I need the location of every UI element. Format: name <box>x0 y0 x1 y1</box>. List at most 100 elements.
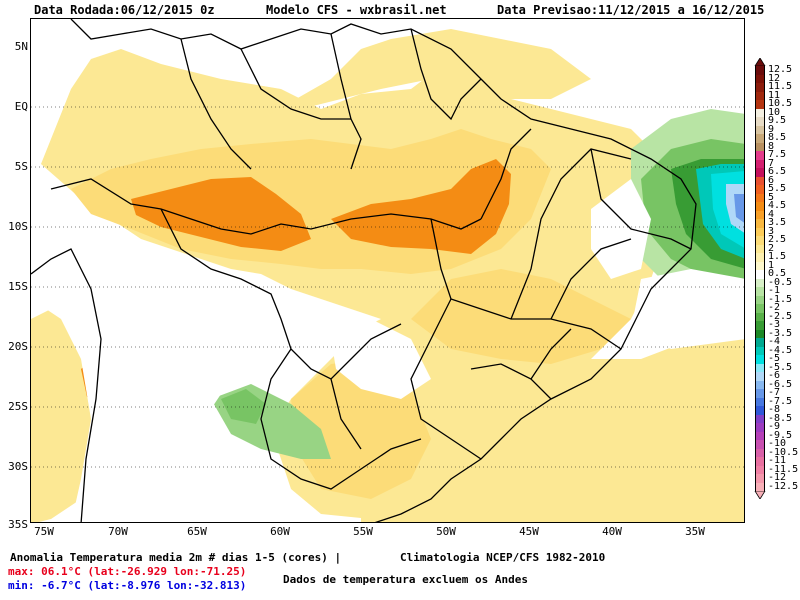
legend-label: 12 <box>768 72 781 84</box>
legend-swatch <box>755 202 765 211</box>
legend-label: -4 <box>768 336 781 347</box>
lon-tick-50w: 50W <box>436 525 456 538</box>
anomaly-warm-3 <box>131 177 311 251</box>
legend-swatch <box>755 117 765 126</box>
lat-tick-10s: 10S <box>8 220 28 233</box>
near-zero-south <box>331 319 431 399</box>
legend-label: -10 <box>768 438 787 449</box>
legend-label: -5.5 <box>768 361 793 373</box>
map-area <box>30 18 745 523</box>
map-svg <box>31 19 744 522</box>
legend-swatch <box>755 448 765 458</box>
lat-tick-25s: 25S <box>8 400 28 413</box>
legend-swatch <box>755 91 765 101</box>
anomaly-warm-2b <box>411 269 631 364</box>
legend-label: 6 <box>768 174 775 186</box>
footer-note: Dados de temperatura excluem os Andes <box>283 573 529 586</box>
anomaly-warm-1c <box>361 319 744 522</box>
run-date-label: Data Rodada:06/12/2015 0z <box>34 3 215 17</box>
footer-title: Anomalia Temperatura media 2m # dias 1-5… <box>10 551 342 564</box>
legend-swatch <box>755 159 765 169</box>
legend-label: -9.5 <box>768 429 793 441</box>
near-zero-andes <box>31 199 231 522</box>
legend-label: -0.5 <box>768 276 793 288</box>
legend-label: 8.5 <box>768 132 787 143</box>
legend-swatch <box>755 185 765 194</box>
legend-label: -5 <box>768 353 781 364</box>
legend-label: 1.5 <box>768 251 787 262</box>
legend-swatch <box>755 431 765 441</box>
lat-tick-15s: 15S <box>8 280 28 293</box>
lon-tick-55w: 55W <box>353 525 373 538</box>
legend-label: 3.5 <box>768 217 787 228</box>
legend-arrow-top <box>754 58 766 66</box>
legend-label: -11.5 <box>768 463 799 475</box>
lon-tick-35w: 35W <box>685 525 705 538</box>
legend-swatch <box>755 329 765 339</box>
boundaries <box>31 19 697 522</box>
legend-swatch <box>755 151 765 160</box>
footer-climatology: Climatologia NCEP/CFS 1982-2010 <box>400 551 606 564</box>
legend-label: 0.5 <box>768 268 787 279</box>
legend-swatch <box>755 372 765 381</box>
lon-tick-45w: 45W <box>519 525 539 538</box>
legend-swatch <box>755 176 765 186</box>
legend-label: -1 <box>768 285 781 296</box>
legend-swatch <box>755 168 765 177</box>
near-zero-atl <box>631 269 744 349</box>
lon-tick-40w: 40W <box>602 525 622 538</box>
legend-label: 11.5 <box>768 81 793 92</box>
lat-tick-20s: 20S <box>8 340 28 353</box>
lat-tick-5n: 5N <box>14 40 28 53</box>
forecast-date-label: Data Previsao:11/12/2015 a 16/12/2015 <box>497 3 765 17</box>
anomaly-cold-1b <box>221 389 266 424</box>
legend-label: 2.5 <box>768 234 787 245</box>
legend-swatch <box>755 253 765 262</box>
model-label: Modelo CFS - wxbrasil.net <box>266 3 447 17</box>
anomaly-warm-1b <box>261 29 591 119</box>
legend-swatch <box>755 363 765 373</box>
legend-label: -2 <box>768 302 781 313</box>
legend-label: -6 <box>768 370 781 381</box>
legend-swatch <box>755 236 765 245</box>
legend-swatch <box>755 423 765 432</box>
legend-label: -2.5 <box>768 310 793 322</box>
legend-swatch <box>755 338 765 347</box>
legend-swatch <box>755 66 765 75</box>
legend-swatch <box>755 321 765 330</box>
legend-label: -12.5 <box>768 480 799 492</box>
max-value-label: max: 06.1°C (lat:-26.929 lon:-71.25) <box>8 565 247 578</box>
lat-tick-30s: 30S <box>8 460 28 473</box>
legend-swatch <box>755 312 765 322</box>
legend-swatch <box>755 465 765 475</box>
legend-swatch <box>755 227 765 237</box>
legend-swatch <box>755 482 765 492</box>
legend-swatch <box>755 244 765 254</box>
legend-swatch <box>755 380 765 390</box>
legend-label: 10.5 <box>768 98 793 109</box>
legend-arrow-bottom <box>754 491 766 499</box>
legend-swatch <box>755 193 765 203</box>
legend-swatch <box>755 406 765 415</box>
legend-swatch <box>755 261 765 271</box>
lat-tick-5s: 5S <box>14 160 28 173</box>
anomaly-warm-3b <box>331 159 511 254</box>
legend-label: -8.5 <box>768 412 793 424</box>
legend-swatch <box>755 389 765 398</box>
legend-label: 5 <box>768 191 775 203</box>
legend-label: 9.5 <box>768 115 787 126</box>
legend-swatch <box>755 457 765 466</box>
legend-swatch <box>755 440 765 449</box>
legend-label: -12 <box>768 472 787 483</box>
lon-tick-75w: 75W <box>34 525 54 538</box>
legend-label: 9 <box>768 123 775 135</box>
lon-tick-65w: 65W <box>187 525 207 538</box>
legend-label: 8 <box>768 140 775 152</box>
legend-label: 7.5 <box>768 149 787 160</box>
lat-tick-35s: 35S <box>8 518 28 531</box>
legend-swatch <box>755 278 765 288</box>
lon-tick-60w: 60W <box>270 525 290 538</box>
legend-swatch <box>755 142 765 152</box>
legend-label: 11 <box>768 89 781 101</box>
legend-label: -11 <box>768 455 787 466</box>
